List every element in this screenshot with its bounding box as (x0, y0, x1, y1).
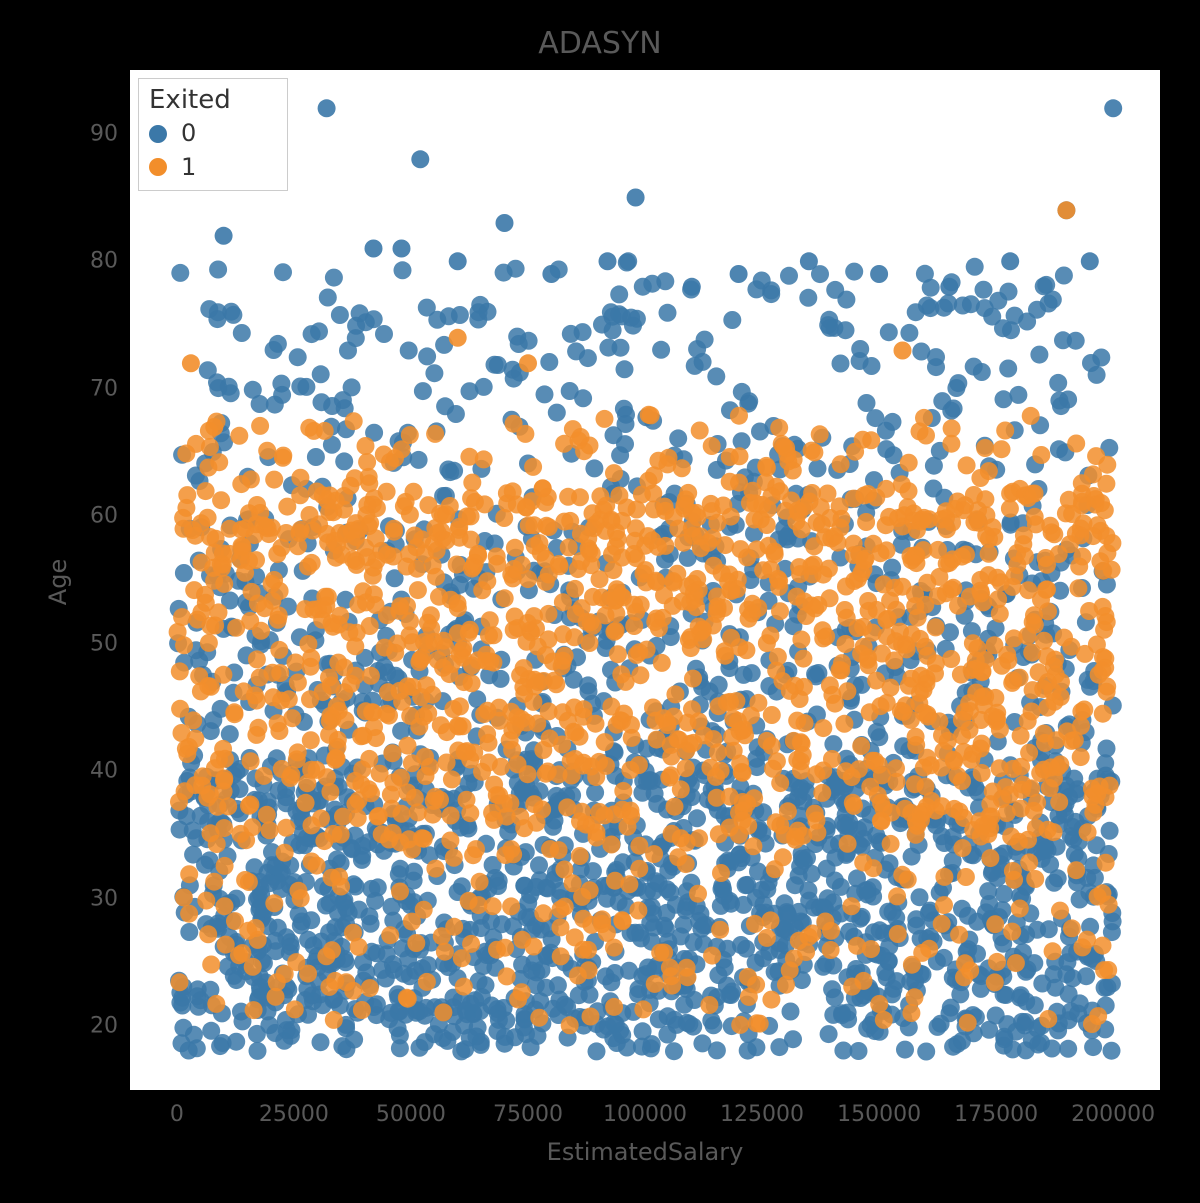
xtick-label: 0 (170, 1102, 184, 1127)
xtick-label: 125000 (720, 1102, 804, 1127)
ytick-label: 90 (90, 121, 118, 146)
legend-label-1: 1 (181, 151, 196, 185)
ytick-label: 50 (90, 631, 118, 656)
xtick-label: 75000 (493, 1102, 563, 1127)
xtick-label: 150000 (837, 1102, 921, 1127)
ytick-label: 20 (90, 1014, 118, 1039)
plot-area: Exited 0 1 (130, 70, 1160, 1090)
y-axis-label: Age (44, 559, 72, 605)
legend-row-1: 1 (149, 151, 277, 185)
ytick-label: 80 (90, 249, 118, 274)
figure-container: ADASYN Exited 0 1 Age EstimatedSalary 0 2… (0, 0, 1200, 1203)
ytick-label: 30 (90, 886, 118, 911)
x-axis-label: EstimatedSalary (130, 1138, 1160, 1166)
legend-title: Exited (149, 85, 277, 115)
scatter-svg (130, 70, 1160, 1090)
xtick-label: 25000 (259, 1102, 329, 1127)
legend-row-0: 0 (149, 117, 277, 151)
legend-box: Exited 0 1 (138, 78, 288, 191)
xtick-label: 50000 (376, 1102, 446, 1127)
xtick-label: 200000 (1071, 1102, 1155, 1127)
legend-marker-1 (149, 158, 167, 176)
ytick-label: 60 (90, 504, 118, 529)
chart-title: ADASYN (0, 26, 1200, 61)
ytick-label: 40 (90, 759, 118, 784)
xtick-label: 100000 (603, 1102, 687, 1127)
xtick-label: 175000 (954, 1102, 1038, 1127)
ytick-label: 70 (90, 376, 118, 401)
legend-label-0: 0 (181, 117, 196, 151)
legend-marker-0 (149, 125, 167, 143)
